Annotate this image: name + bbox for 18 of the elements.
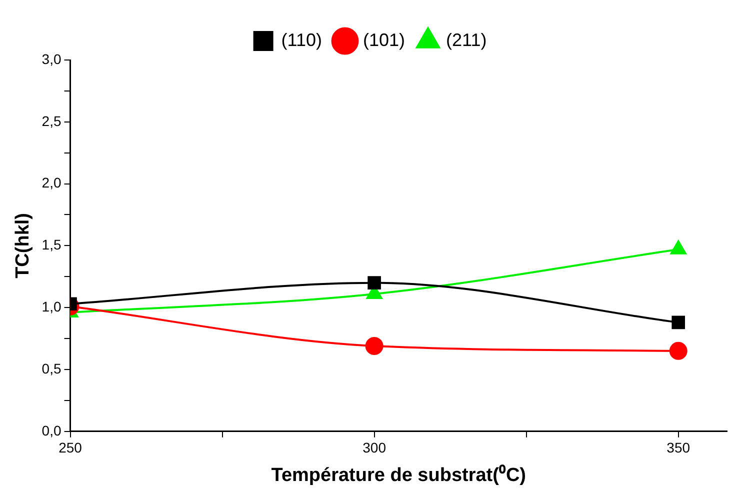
y-tick-label: 2,0 [42, 174, 62, 191]
legend-label: (110) [281, 30, 322, 50]
point [670, 240, 686, 254]
y-tick-label: 1,0 [42, 298, 62, 314]
point [672, 316, 686, 330]
x-axis-title: Température de substrat(⁰C) [271, 464, 526, 486]
y-tick-label: 2,5 [42, 112, 62, 129]
x-tick-label: 300 [362, 440, 386, 456]
x-tick-label: 250 [58, 440, 82, 456]
y-tick-label: 1,5 [42, 236, 62, 253]
x-tick-label: 350 [666, 440, 690, 456]
legend-label: (101) [362, 30, 406, 50]
point [669, 342, 688, 360]
y-tick-label: 0,5 [42, 360, 62, 376]
y-tick-label: 3,0 [42, 50, 62, 67]
legend-label: (211) [446, 30, 487, 50]
y-axis-title: TC(hkl) [12, 212, 34, 278]
y-tick-label: 0,0 [42, 422, 62, 438]
